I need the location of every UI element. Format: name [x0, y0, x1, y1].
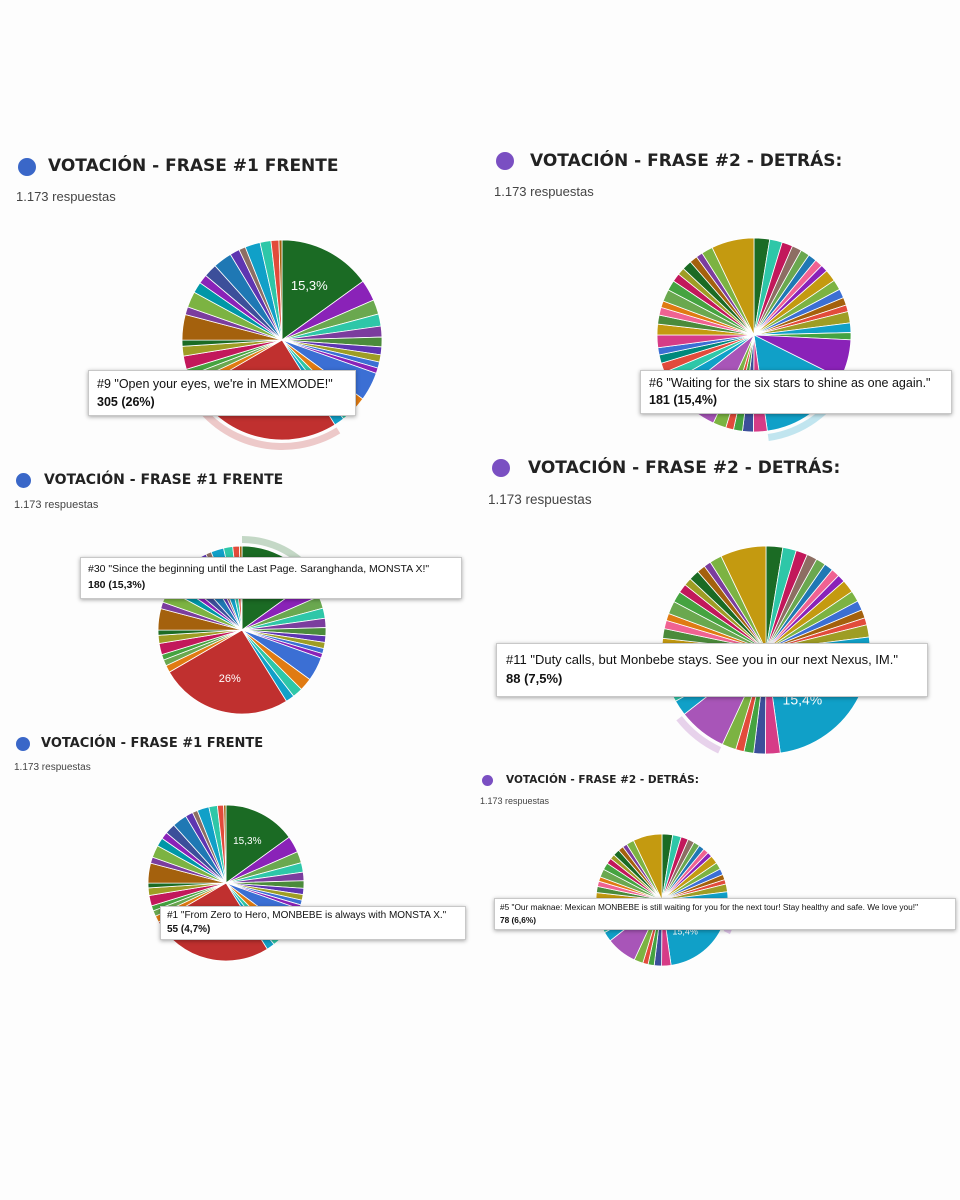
pie-chart[interactable]: 15,3% [0, 728, 480, 988]
chart-panel-frase2-middle: VOTACIÓN - FRASE #2 - DETRÁS: 1.173 resp… [480, 450, 960, 760]
pie-slice[interactable] [168, 629, 288, 715]
slice-percent-label: 15,3% [291, 278, 328, 293]
chart-tooltip: #6 "Waiting for the six stars to shine a… [640, 370, 952, 414]
tooltip-label: #6 "Waiting for the six stars to shine a… [649, 376, 931, 390]
slice-percent-label: 15,4% [672, 927, 698, 937]
chart-title: VOTACIÓN - FRASE #2 - DETRÁS: [506, 774, 699, 786]
tooltip-label: #11 "Duty calls, but Monbebe stays. See … [506, 652, 898, 667]
chart-title: VOTACIÓN - FRASE #1 FRENTE [41, 736, 264, 751]
tooltip-label: #9 "Open your eyes, we're in MEXMODE!" [97, 377, 333, 391]
response-count: 1.173 respuestas [480, 796, 550, 806]
blue-circle-icon [16, 473, 31, 488]
chart-title: VOTACIÓN - FRASE #1 FRENTE [44, 472, 284, 488]
slice-highlight-ring [186, 391, 341, 450]
chart-tooltip: #5 "Our maknae: Mexican MONBEBE is still… [494, 898, 956, 930]
chart-tooltip: #9 "Open your eyes, we're in MEXMODE!" 3… [88, 370, 356, 416]
slice-highlight-ring [676, 716, 722, 754]
pie-slice[interactable] [720, 545, 767, 651]
purple-circle-icon [482, 775, 493, 786]
blue-circle-icon [18, 158, 36, 176]
tooltip-value: 180 (15,3%) [88, 579, 146, 591]
chart-panel-frase2-bottom: VOTACIÓN - FRASE #2 - DETRÁS: 1.173 resp… [478, 764, 960, 994]
chart-panel-frase2-top: VOTACIÓN - FRASE #2 - DETRÁS: 1.173 resp… [480, 140, 960, 450]
pie-slice[interactable] [632, 833, 663, 901]
chart-title: VOTACIÓN - FRASE #2 - DETRÁS: [530, 151, 843, 171]
chart-tooltip: #11 "Duty calls, but Monbebe stays. See … [496, 643, 928, 697]
pie-slice[interactable] [711, 237, 755, 336]
pie-chart[interactable]: 15,4% [480, 450, 960, 760]
tooltip-value: 88 (7,5%) [506, 671, 563, 686]
response-count: 1.173 respuestas [14, 762, 91, 773]
pie-chart[interactable]: 15,4% [478, 764, 960, 994]
pie-slice[interactable] [225, 804, 290, 884]
chart-tooltip: #1 "From Zero to Hero, MONBEBE is always… [160, 906, 466, 940]
pie-slice[interactable] [278, 239, 283, 341]
chart-panel-frase1-middle: VOTACIÓN - FRASE #1 FRENTE 1.173 respues… [0, 460, 480, 720]
blue-circle-icon [16, 737, 30, 751]
purple-circle-icon [492, 459, 510, 477]
tooltip-label: #30 "Since the beginning until the Last … [88, 563, 430, 575]
tooltip-value: 305 (26%) [97, 395, 155, 409]
chart-title: VOTACIÓN - FRASE #2 - DETRÁS: [528, 458, 841, 478]
tooltip-label: #5 "Our maknae: Mexican MONBEBE is still… [500, 902, 919, 912]
pie-slice[interactable] [281, 239, 364, 341]
response-count: 1.173 respuestas [494, 184, 594, 199]
tooltip-value: 55 (4,7%) [167, 924, 211, 935]
response-count: 1.173 respuestas [14, 499, 99, 511]
tooltip-value: 181 (15,4%) [649, 393, 718, 407]
tooltip-label: #1 "From Zero to Hero, MONBEBE is always… [167, 910, 447, 921]
chart-title: VOTACIÓN - FRASE #1 FRENTE [48, 156, 339, 176]
response-count: 1.173 respuestas [488, 492, 592, 507]
slice-percent-label: 15,3% [233, 836, 261, 847]
chart-tooltip: #30 "Since the beginning until the Last … [80, 557, 462, 599]
tooltip-value: 78 (6,6%) [500, 915, 536, 925]
response-count: 1.173 respuestas [16, 189, 116, 204]
chart-panel-frase1-bottom: VOTACIÓN - FRASE #1 FRENTE 1.173 respues… [0, 728, 480, 988]
purple-circle-icon [496, 152, 514, 170]
pie-slice[interactable] [223, 804, 227, 884]
slice-percent-label: 26% [219, 673, 241, 685]
chart-panel-frase1-top: VOTACIÓN - FRASE #1 FRENTE 1.173 respues… [0, 140, 480, 460]
